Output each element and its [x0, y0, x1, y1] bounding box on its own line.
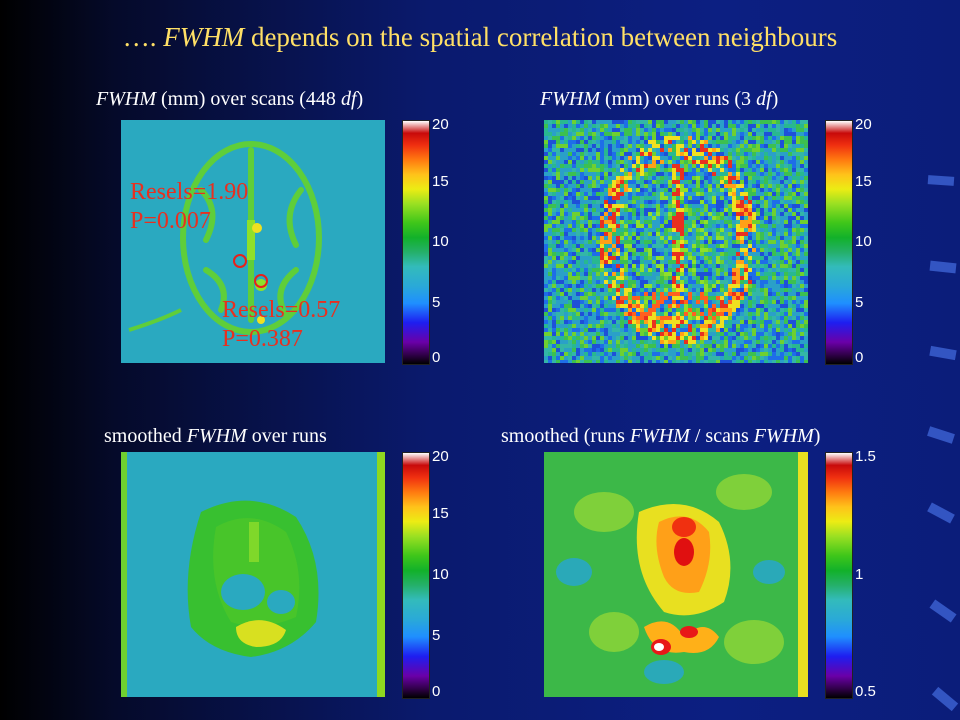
panel-title-ratio: smoothed (runs FWHM / scans FWHM) — [501, 425, 821, 447]
colorbar-tick-label: 20 — [432, 116, 449, 133]
roi-marker-1 — [233, 254, 247, 268]
slide-title: …. FWHM depends on the spatial correlati… — [0, 22, 960, 53]
smoothed-runs-map — [121, 452, 385, 697]
title-prefix: …. — [122, 22, 157, 52]
colorbar-tick-label: 10 — [855, 233, 872, 250]
colorbar-scans — [402, 120, 430, 365]
colorbar-tick-label: 1.5 — [855, 448, 876, 465]
colorbar-ratio — [825, 452, 853, 699]
colorbar-tick-label: 10 — [432, 566, 449, 583]
colorbar-tick-label: 15 — [432, 505, 449, 522]
title-rest: depends on the spatial correlation betwe… — [250, 22, 838, 52]
colorbar-tick-label: 15 — [855, 172, 872, 190]
roi-marker-2 — [254, 274, 268, 288]
colorbar-tick-label: 5 — [432, 627, 441, 644]
title-emphasis: FWHM — [163, 22, 245, 52]
panel-title-smoothed-runs: smoothed FWHM over runs — [104, 425, 327, 447]
colorbar-tick-label: 0 — [432, 683, 441, 700]
fwhm-runs-map — [544, 120, 808, 363]
colorbar-runs — [825, 120, 853, 365]
fwhm-scans-map — [121, 120, 385, 363]
ratio-map — [544, 452, 808, 697]
colorbar-tick-label: 10 — [432, 233, 449, 250]
colorbar-tick-label: 5 — [855, 293, 864, 311]
colorbar-tick-label: 1 — [855, 566, 864, 583]
annotation-roi-2: Resels=0.57 P=0.387 — [222, 297, 341, 352]
annotation-roi-1: Resels=1.90 P=0.007 — [130, 179, 249, 234]
colorbar-smoothed-runs — [402, 452, 430, 699]
colorbar-tick-label: 0.5 — [855, 683, 876, 700]
colorbar-tick-label: 20 — [855, 116, 872, 133]
colorbar-tick-label: 15 — [432, 172, 449, 190]
panel-title-scans: FWHM (mm) over scans (448 df) — [96, 88, 364, 110]
colorbar-tick-label: 20 — [432, 448, 449, 465]
colorbar-tick-label: 5 — [432, 293, 441, 311]
panel-title-runs: FWHM (mm) over runs (3 df) — [540, 88, 779, 110]
colorbar-tick-label: 0 — [855, 349, 864, 366]
colorbar-tick-label: 0 — [432, 349, 441, 366]
